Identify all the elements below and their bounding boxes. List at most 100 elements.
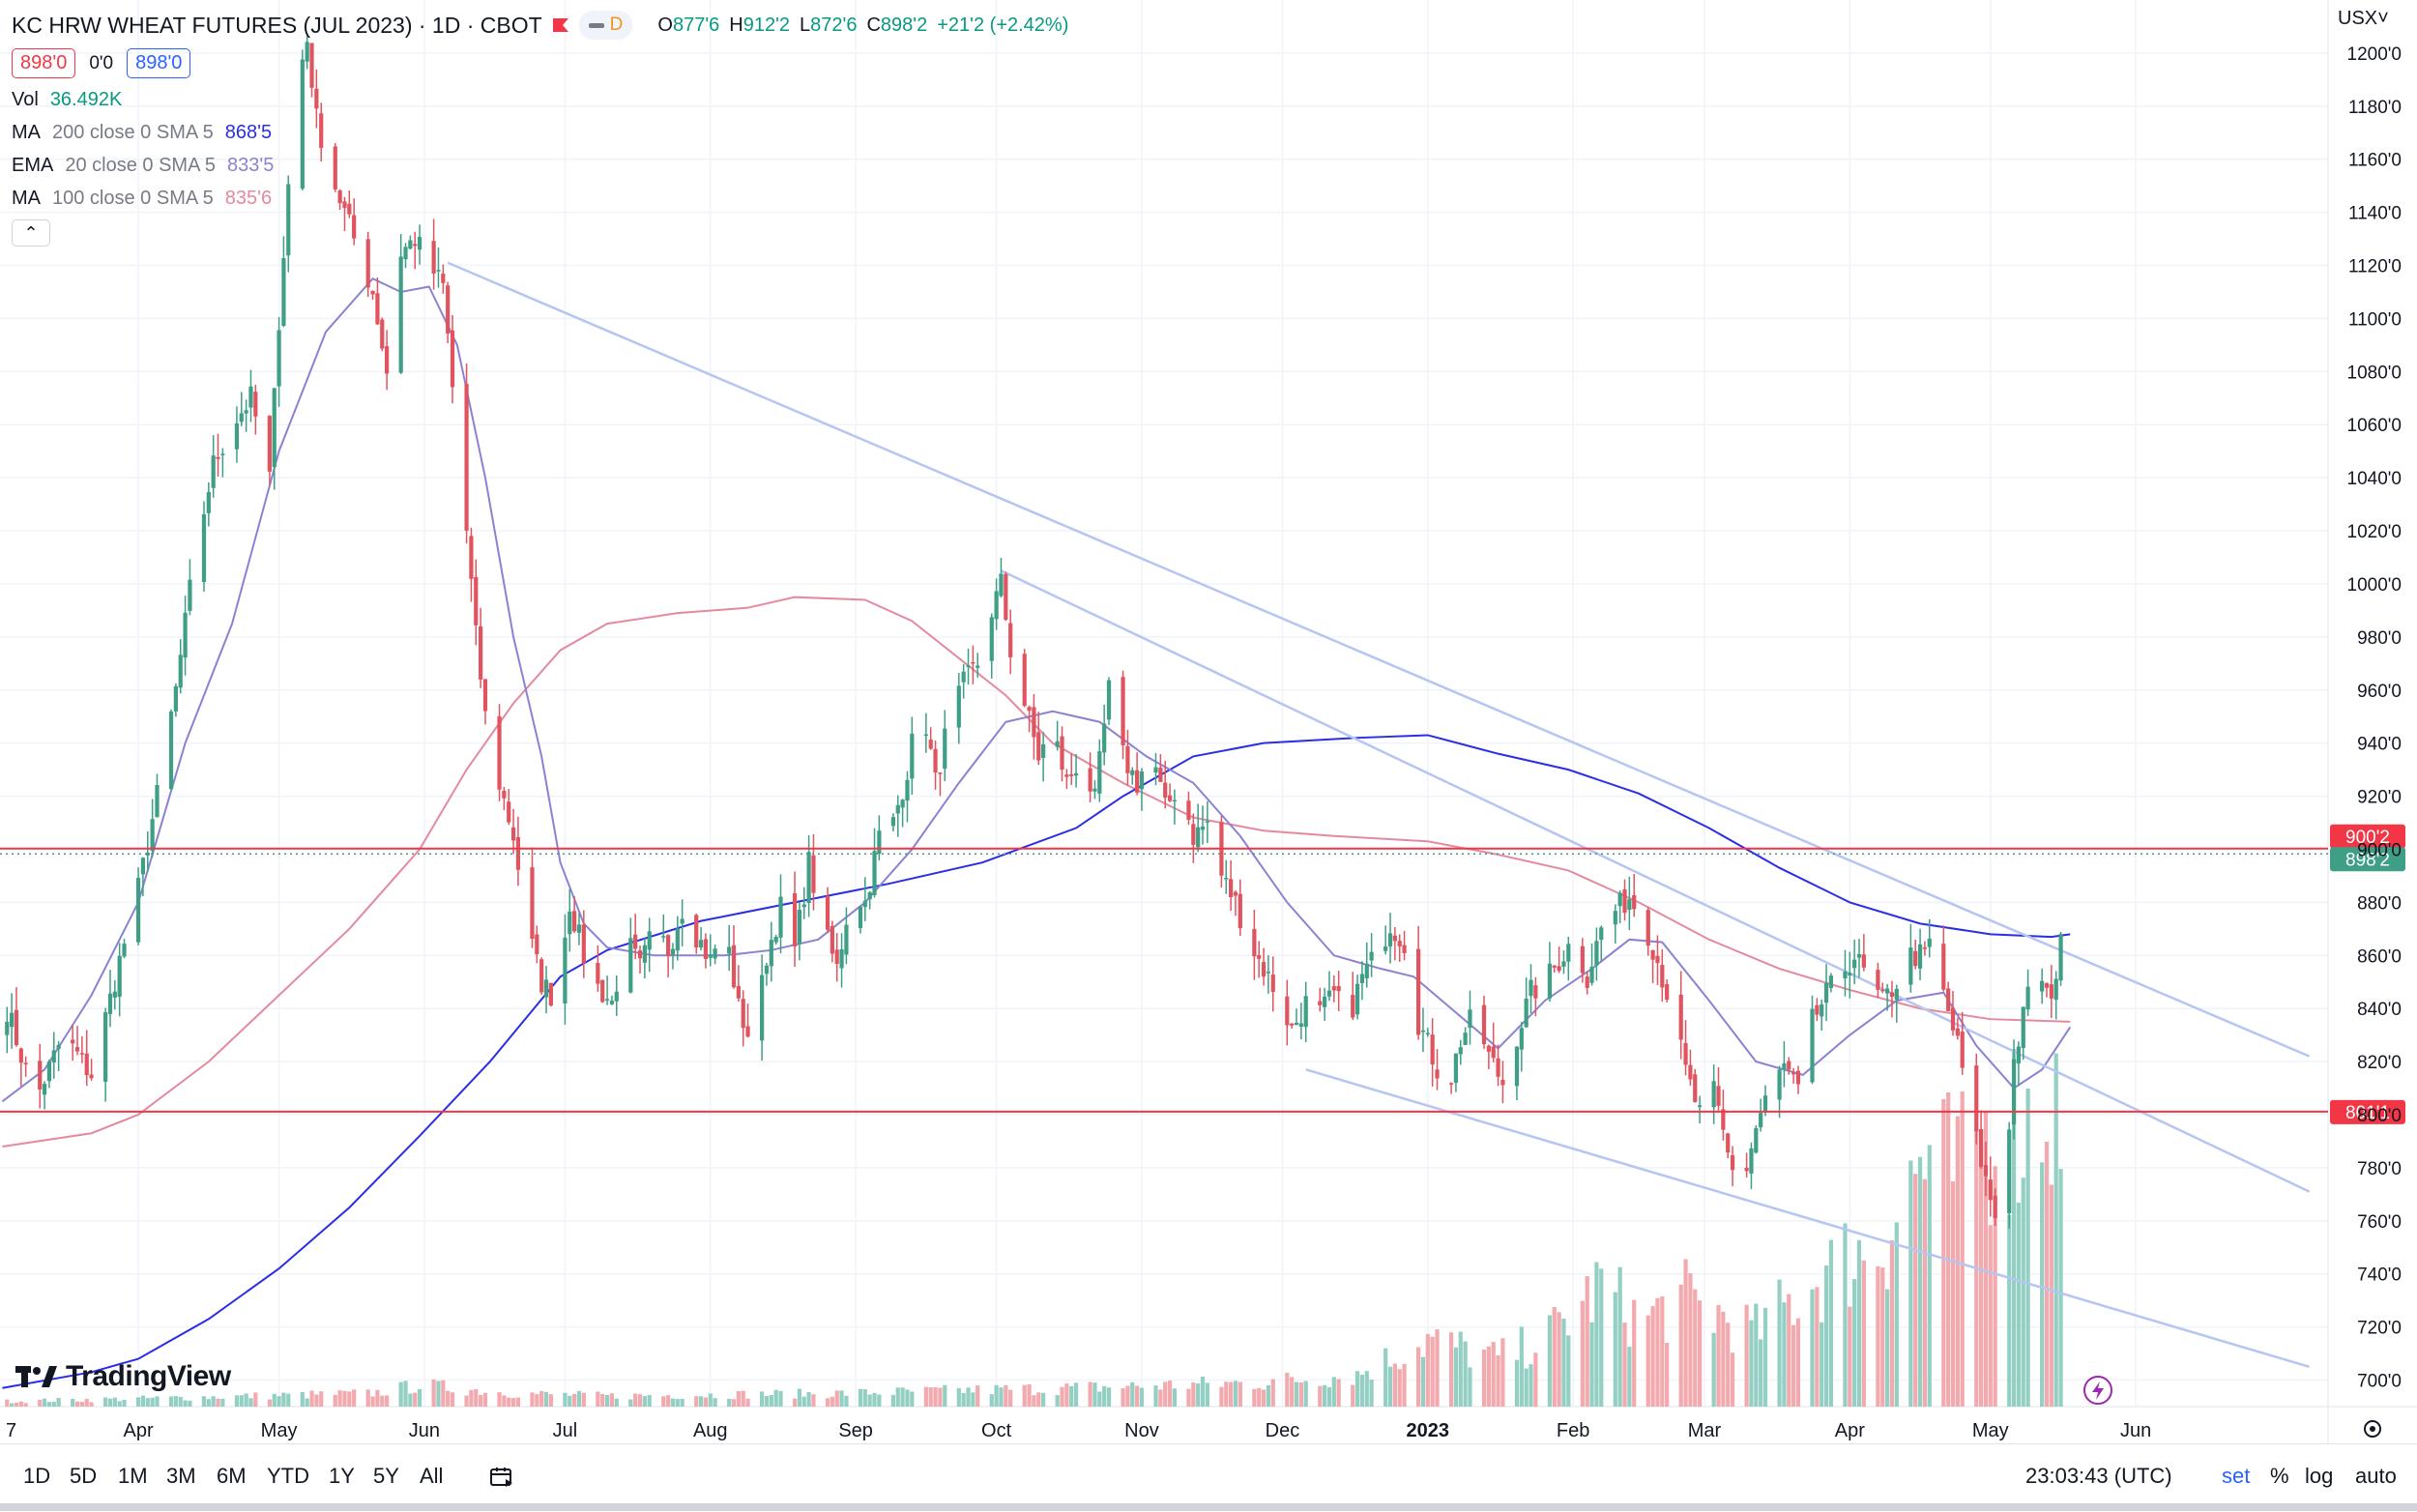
timeframe-5y[interactable]: 5Y: [373, 1464, 399, 1488]
volume-bar: [895, 1387, 900, 1407]
candle: [1754, 1125, 1759, 1154]
candle: [1960, 1011, 1965, 1075]
date-range-icon[interactable]: [489, 1466, 514, 1489]
candle-body: [1106, 680, 1112, 720]
candle: [286, 175, 291, 273]
candle: [1060, 726, 1064, 782]
volume-bar: [408, 1393, 413, 1407]
candle-body: [1496, 1058, 1500, 1077]
timeframe-6m[interactable]: 6M: [217, 1464, 247, 1488]
collapse-legend-button[interactable]: ⌃: [12, 219, 50, 247]
candle-body: [905, 779, 910, 801]
timeframe-1y[interactable]: 1Y: [329, 1464, 355, 1488]
candle: [1205, 800, 1209, 844]
candle-body: [938, 772, 943, 774]
volume-bar: [769, 1394, 773, 1407]
candle-body: [1810, 1008, 1815, 1083]
candle: [727, 924, 732, 972]
candle: [1008, 609, 1013, 675]
volume-bar: [1589, 1322, 1594, 1407]
volume-bar: [206, 1399, 211, 1407]
candle: [867, 890, 872, 910]
timeframe-1m[interactable]: 1M: [118, 1464, 148, 1488]
volume-bar: [1172, 1388, 1178, 1407]
indicator-volume[interactable]: Vol 36.492K: [12, 89, 123, 110]
timeframe-ytd[interactable]: YTD: [267, 1464, 309, 1488]
candle: [713, 945, 717, 965]
indicator-ema20[interactable]: EMA 20 close 0 SMA 5 833'5: [12, 155, 275, 176]
timeframe-3m[interactable]: 3M: [166, 1464, 196, 1488]
volume-bar: [1397, 1369, 1402, 1407]
candle: [1448, 1082, 1454, 1094]
tradingview-logo[interactable]: TradingView: [15, 1360, 231, 1393]
candle-body: [797, 910, 802, 945]
volume-bar: [1622, 1323, 1627, 1407]
buy-price-box[interactable]: 898'0: [127, 48, 191, 78]
candle-body: [1004, 573, 1008, 621]
candle-body: [576, 924, 582, 933]
candle-body: [267, 416, 272, 472]
utc-clock[interactable]: 23:03:43 (UTC): [2025, 1464, 2172, 1488]
candle-body: [1599, 927, 1604, 941]
symbol-title[interactable]: KC HRW WHEAT FUTURES (JUL 2023) · 1D · C…: [12, 12, 542, 38]
volume-bar: [1088, 1381, 1092, 1407]
candle-body: [385, 346, 390, 374]
timeframe-1d[interactable]: 1D: [23, 1464, 51, 1488]
volume-bar: [905, 1389, 910, 1407]
time-tick-label: Mar: [1688, 1420, 1722, 1441]
volume-bar: [305, 1398, 309, 1407]
candle: [2049, 965, 2053, 1018]
settings-gear-icon[interactable]: [2364, 1420, 2381, 1438]
candle: [773, 934, 778, 945]
currency-selector[interactable]: USX˅: [2338, 8, 2389, 29]
candle: [117, 943, 122, 1017]
candle-body: [1561, 961, 1566, 967]
volume-bar: [614, 1398, 619, 1407]
candle: [1158, 754, 1163, 782]
timeframe-all[interactable]: All: [420, 1464, 444, 1488]
candle-body: [703, 939, 709, 960]
candle: [614, 975, 619, 1016]
candle: [1172, 789, 1178, 826]
volume-bar: [188, 1400, 192, 1407]
candle: [1351, 972, 1355, 1021]
volume-bar: [1392, 1363, 1397, 1407]
candle: [1326, 971, 1332, 1002]
candle: [731, 925, 737, 989]
price-tick-label: 880'0: [2357, 893, 2402, 914]
candle: [1552, 965, 1557, 974]
indicator-ma100[interactable]: MA 100 close 0 SMA 5 835'6: [12, 188, 273, 209]
indicator-ma200[interactable]: MA 200 close 0 SMA 5 868'5: [12, 122, 273, 143]
log-toggle[interactable]: log: [2305, 1464, 2334, 1488]
candle: [956, 673, 961, 744]
volume-bar: [609, 1393, 615, 1407]
timeframe-5d[interactable]: 5D: [70, 1464, 98, 1488]
volume-bar: [71, 1398, 75, 1407]
candle: [1665, 979, 1670, 1003]
candle: [1913, 939, 1918, 970]
price-label-text: 900'2: [2345, 828, 2390, 848]
volume-bar: [1566, 1335, 1571, 1407]
candle: [1599, 925, 1604, 963]
lightning-bolt: [2092, 1381, 2104, 1400]
price-chart[interactable]: 900'2 801'1 898'2 700'0 720'0 740'0 760'0 780'…: [0, 0, 2417, 1443]
candle: [905, 771, 910, 823]
candle: [155, 773, 160, 818]
time-tick-label: Nov: [1124, 1420, 1159, 1441]
session-toggle[interactable]: set: [2222, 1464, 2251, 1488]
candle-body: [1285, 996, 1290, 1026]
candle: [1815, 998, 1820, 1022]
auto-toggle[interactable]: auto: [2355, 1464, 2397, 1488]
market-status-pill[interactable]: D: [578, 11, 633, 40]
percent-toggle[interactable]: %: [2270, 1464, 2289, 1488]
candle: [1359, 961, 1365, 1001]
volume-bar: [1599, 1268, 1604, 1407]
sell-price-box[interactable]: 898'0: [12, 48, 76, 78]
gear-ring: [2364, 1420, 2381, 1438]
volume-bar: [1533, 1352, 1538, 1407]
flag-icon[interactable]: [552, 16, 569, 34]
lightning-icon[interactable]: [2083, 1376, 2112, 1405]
volume-bar: [201, 1396, 207, 1407]
candle-body: [1331, 986, 1336, 991]
volume-bar: [2021, 1178, 2025, 1407]
